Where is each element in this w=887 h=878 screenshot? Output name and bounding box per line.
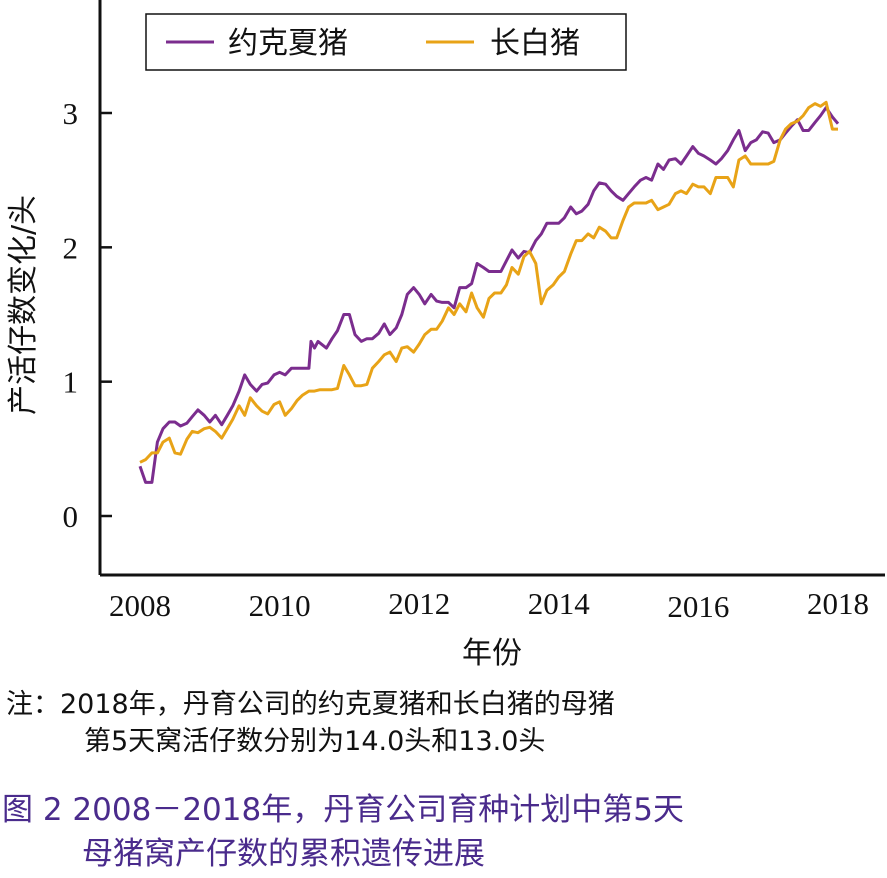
x-tick-label: 2008: [109, 588, 171, 623]
x-tick-label: 2018: [807, 586, 869, 621]
x-tick-label: 2010: [249, 588, 311, 623]
series-layer: [138, 100, 840, 484]
series-line-2: [139, 100, 838, 464]
caption-line-2: 母猪窝产仔数的累积遗传进展: [82, 836, 485, 872]
legend-label-1: 约克夏猪: [228, 26, 348, 61]
chart-axes: 0 1 2 3 2008 2010 2012 2014 2016 2018: [63, 0, 885, 624]
chart-note: 注：2018年，丹育公司的约克夏猪和长白猪的母猪 第5天窝活仔数分别为14.0头…: [6, 686, 615, 760]
x-axis-title: 年份: [462, 636, 522, 671]
x-tick-label: 2012: [388, 586, 450, 621]
caption-line-1: 图 2 2008－2018年，丹育公司育种计划中第5天: [2, 792, 684, 828]
y-axis-title: 产活仔数变化/头: [6, 195, 41, 415]
y-tick-label: 1: [63, 365, 79, 400]
y-tick-label: 2: [63, 230, 79, 265]
note-line-1: 注：2018年，丹育公司的约克夏猪和长白猪的母猪: [6, 689, 615, 720]
series-line-1: [138, 106, 840, 484]
legend-label-2: 长白猪: [490, 26, 580, 61]
legend: 约克夏猪 长白猪: [145, 13, 627, 71]
y-tick-label: 3: [63, 96, 79, 131]
chart-labels: 年份 产活仔数变化/头: [6, 195, 522, 671]
x-tick-label: 2016: [667, 589, 729, 624]
legend-box: [145, 13, 627, 71]
figure-caption: 图 2 2008－2018年，丹育公司育种计划中第5天 母猪窝产仔数的累积遗传进…: [2, 788, 684, 876]
y-tick-label: 0: [63, 499, 79, 534]
note-line-2: 第5天窝活仔数分别为14.0头和13.0头: [84, 726, 546, 757]
x-tick-label: 2014: [528, 586, 591, 621]
